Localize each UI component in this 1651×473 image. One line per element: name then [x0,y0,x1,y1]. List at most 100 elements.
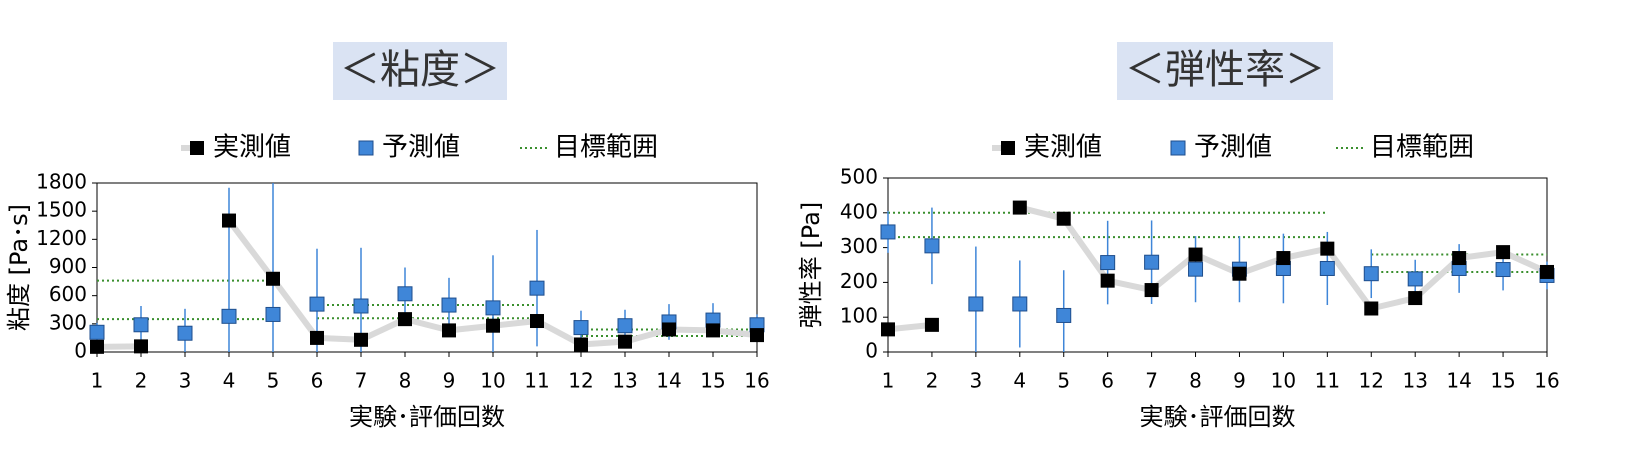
y-tick-label: 300 [49,310,87,334]
y-tick-label: 1200 [36,226,87,250]
y-tick-label: 1500 [36,198,87,222]
measured-point [486,318,500,333]
x-tick-label: 12 [568,369,593,393]
y-tick-label: 600 [49,282,87,306]
x-tick-label: 1 [882,369,895,393]
measured-point [1496,245,1511,260]
y-tick-label: 0 [74,339,87,363]
predicted-point [617,318,633,334]
legend-label: 目標範囲 [1370,133,1474,163]
x-tick-label: 5 [1057,369,1070,393]
legend-marker [358,140,374,156]
measured-point [530,314,544,329]
y-tick-label: 300 [840,234,878,258]
x-tick-label: 9 [443,369,456,393]
predicted-point [89,324,105,340]
x-tick-label: 10 [480,369,505,393]
x-tick-label: 10 [1271,369,1296,393]
x-tick-label: 4 [223,369,236,393]
x-axis-title: 実験･評価回数 [1140,403,1296,431]
measured-point [1012,200,1027,215]
legend-marker [1170,140,1186,156]
x-tick-label: 7 [1145,369,1158,393]
x-tick-label: 13 [612,369,637,393]
measured-point [310,330,324,345]
predicted-point [221,308,237,324]
x-tick-label: 1 [91,369,104,393]
predicted-point [1100,255,1116,271]
predicted-point [265,306,281,322]
measured-line [887,321,933,333]
predicted-point [353,298,369,314]
predicted-point [1319,260,1335,276]
y-tick-label: 1800 [36,170,87,194]
x-tick-label: 2 [926,369,939,393]
measured-point [662,322,676,337]
x-tick-label: 13 [1402,369,1427,393]
measured-point [354,332,368,347]
legend-label: 実測値 [213,133,291,163]
measured-point [134,339,148,354]
measured-point [924,317,939,332]
x-tick-label: 4 [1013,369,1026,393]
predicted-point [485,300,501,316]
measured-point [1408,291,1423,306]
legend-marker [190,141,204,155]
measured-point [442,323,456,338]
predicted-point [880,224,896,240]
x-tick-label: 3 [969,369,982,393]
y-axis-title: 弾性率 [Pa] [797,202,825,328]
legend-label: 実測値 [1024,133,1102,163]
predicted-point [924,238,940,254]
measured-point [266,271,280,286]
x-tick-label: 5 [267,369,280,393]
x-tick-label: 2 [135,369,148,393]
legend-label: 目標範囲 [554,133,658,163]
measured-point [1320,241,1335,256]
x-tick-label: 11 [1315,369,1340,393]
x-tick-label: 6 [1101,369,1114,393]
measured-point [618,334,632,349]
x-tick-label: 8 [399,369,412,393]
predicted-point [1188,261,1204,277]
title-box [1117,42,1333,100]
measured-point [750,328,764,343]
measured-point [398,312,412,327]
y-tick-label: 0 [865,339,878,363]
predicted-point [397,286,413,302]
measured-point [1232,266,1247,281]
x-tick-label: 16 [744,369,769,393]
predicted-point [177,325,193,341]
measured-point [1364,301,1379,316]
x-tick-label: 9 [1233,369,1246,393]
chart-title: ＜粘度＞ [340,47,500,93]
measured-point [574,337,588,352]
predicted-point [133,317,149,333]
predicted-point [1144,254,1160,270]
x-tick-label: 16 [1534,369,1559,393]
x-tick-label: 3 [179,369,192,393]
chart-title: ＜弾性率＞ [1125,47,1325,93]
y-tick-label: 100 [840,304,878,328]
predicted-point [309,296,325,312]
measured-point [1100,273,1115,288]
measured-point [1056,211,1071,226]
x-tick-label: 11 [524,369,549,393]
x-tick-label: 15 [700,369,725,393]
measured-point [706,323,720,338]
measured-point [1540,264,1554,279]
predicted-point [1056,307,1072,323]
legend-marker [1001,141,1015,155]
y-tick-label: 400 [840,199,878,223]
predicted-point [1495,262,1511,278]
x-tick-label: 14 [656,369,681,393]
predicted-point [968,296,984,312]
predicted-point [1363,266,1379,282]
x-axis-title: 実験･評価回数 [349,403,505,431]
x-tick-label: 12 [1359,369,1384,393]
legend-label: 予測値 [1194,133,1272,163]
measured-point [881,322,895,337]
measured-point [90,339,104,354]
measured-point [1188,247,1203,262]
